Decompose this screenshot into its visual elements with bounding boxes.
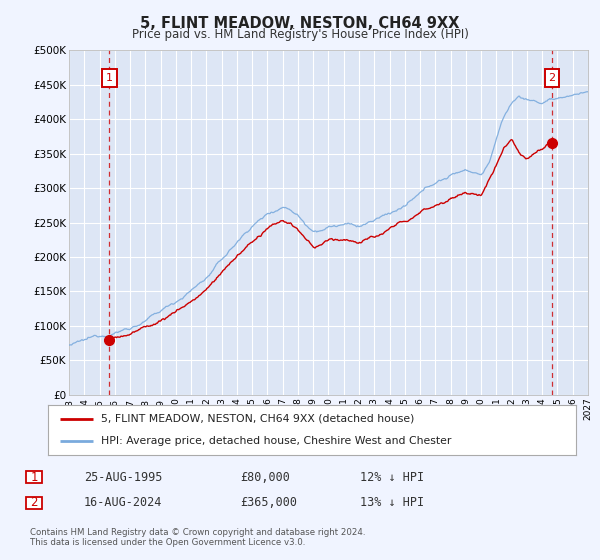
Text: £80,000: £80,000 [240,470,290,484]
Text: Contains HM Land Registry data © Crown copyright and database right 2024.
This d: Contains HM Land Registry data © Crown c… [30,528,365,547]
Text: HPI: Average price, detached house, Cheshire West and Chester: HPI: Average price, detached house, Ches… [101,436,451,446]
Text: 2: 2 [30,496,38,510]
Text: 25-AUG-1995: 25-AUG-1995 [84,470,163,484]
Text: 13% ↓ HPI: 13% ↓ HPI [360,496,424,510]
Text: Price paid vs. HM Land Registry's House Price Index (HPI): Price paid vs. HM Land Registry's House … [131,28,469,41]
Text: 2: 2 [548,73,555,83]
Text: 5, FLINT MEADOW, NESTON, CH64 9XX: 5, FLINT MEADOW, NESTON, CH64 9XX [140,16,460,31]
Text: £365,000: £365,000 [240,496,297,510]
Text: 16-AUG-2024: 16-AUG-2024 [84,496,163,510]
Text: 1: 1 [30,470,38,484]
Text: 12% ↓ HPI: 12% ↓ HPI [360,470,424,484]
Text: 1: 1 [106,73,113,83]
Text: 5, FLINT MEADOW, NESTON, CH64 9XX (detached house): 5, FLINT MEADOW, NESTON, CH64 9XX (detac… [101,414,414,424]
